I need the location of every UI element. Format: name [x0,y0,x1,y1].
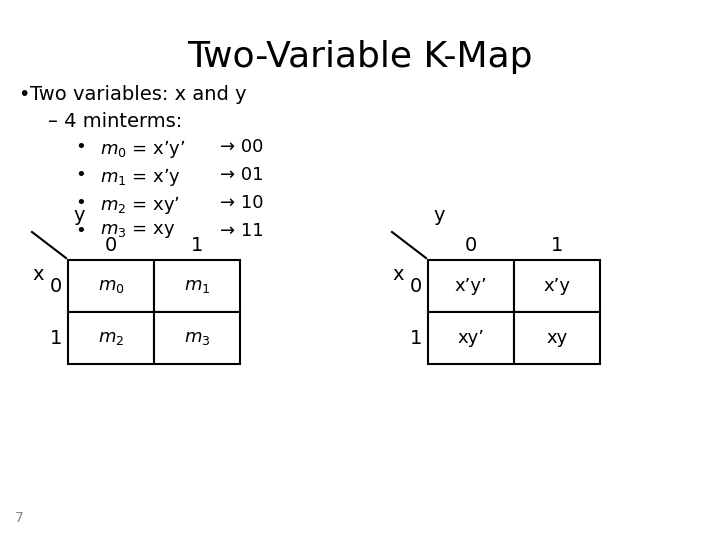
Text: •: • [18,85,30,104]
Text: 1: 1 [191,236,203,255]
Text: – 4 minterms:: – 4 minterms: [48,112,182,131]
Text: x: x [392,265,403,284]
Text: 7: 7 [15,511,24,525]
Text: $m_2$: $m_2$ [98,329,124,347]
Text: 0: 0 [105,236,117,255]
Text: $m_{1}$ = x’y: $m_{1}$ = x’y [100,166,181,188]
Bar [68,312,154,364]
Bar [514,312,600,364]
Text: → 00: → 00 [220,138,264,156]
Text: $m_{2}$ = xy’: $m_{2}$ = xy’ [100,194,180,216]
Text: •: • [75,138,86,156]
Text: •: • [75,166,86,184]
Text: xy: xy [546,329,567,347]
Text: Two-Variable K-Map: Two-Variable K-Map [187,40,533,74]
Text: 1: 1 [50,328,62,348]
Text: → 11: → 11 [220,222,264,240]
Text: x’y’: x’y’ [454,277,487,295]
Bar [154,312,240,364]
Text: Two variables: x and y: Two variables: x and y [30,85,247,104]
Bar [68,260,154,312]
Text: y: y [73,206,84,225]
Text: $m_1$: $m_1$ [184,277,210,295]
Bar [428,312,514,364]
Text: 1: 1 [551,236,563,255]
Bar [514,260,600,312]
Text: 0: 0 [410,276,422,295]
Text: → 01: → 01 [220,166,264,184]
Bar [154,260,240,312]
Text: $m_3$: $m_3$ [184,329,210,347]
Bar [428,260,514,312]
Text: $m_{0}$ = x’y’: $m_{0}$ = x’y’ [100,138,186,160]
Text: 0: 0 [465,236,477,255]
Text: $m_{3}$ = xy: $m_{3}$ = xy [100,222,175,240]
Text: x’y: x’y [544,277,570,295]
Text: $m_0$: $m_0$ [98,277,125,295]
Text: y: y [433,206,444,225]
Text: •: • [75,194,86,212]
Text: •: • [75,222,86,240]
Text: → 10: → 10 [220,194,264,212]
Text: 0: 0 [50,276,62,295]
Text: xy’: xy’ [457,329,485,347]
Text: 1: 1 [410,328,422,348]
Text: x: x [32,265,43,284]
